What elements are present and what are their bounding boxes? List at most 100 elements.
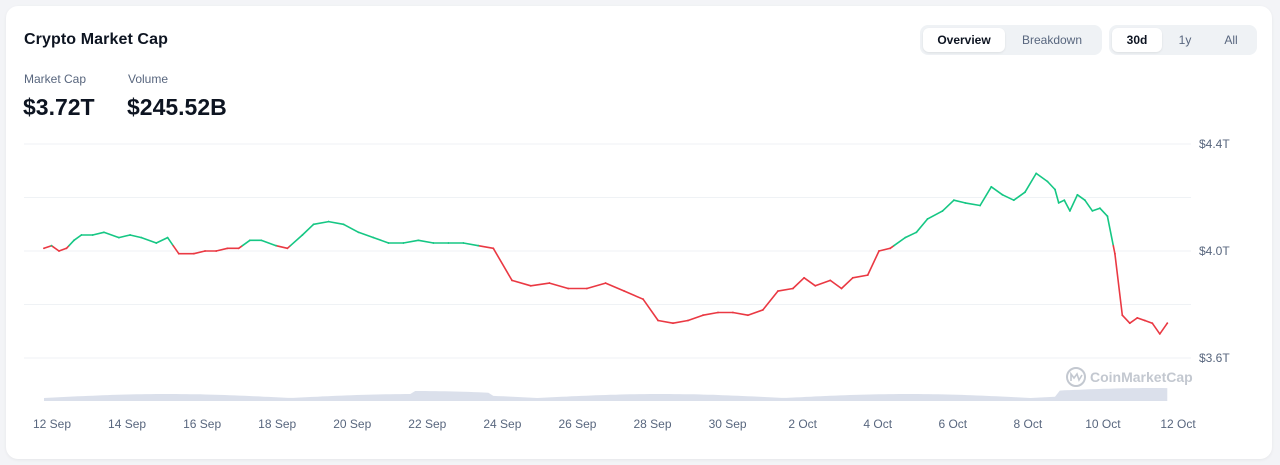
price-line-segment [312,220,330,226]
price-line-segment [402,239,420,244]
price-point [492,247,495,250]
x-tick-label: 14 Sep [108,417,146,431]
price-point [417,239,420,242]
price-point [687,319,689,322]
market-cap-value: $3.72T [23,94,95,120]
market-cap-label: Market Cap [24,72,87,86]
price-line-segment [941,199,955,212]
price-point [118,236,120,239]
price-point [357,231,360,234]
price-point [586,287,588,290]
coinmarketcap-logo-icon [1066,367,1086,387]
x-tick-label: 16 Sep [183,417,221,431]
price-line-segment [926,210,944,220]
price-line-segment [215,247,229,252]
price-line-segment [511,279,532,287]
price-line-segment [275,244,289,250]
price-line-segment [866,250,880,276]
tab-breakdown[interactable]: Breakdown [1021,33,1083,47]
tab-overview[interactable]: Overview [923,28,1005,52]
price-point [73,239,75,242]
x-tick-label: 22 Sep [408,417,446,431]
price-point [964,202,966,204]
price-line-segment [68,239,75,247]
price-point [155,242,158,244]
price-line-segment [73,234,83,242]
price-line-segment [851,274,869,279]
price-point [1046,180,1049,183]
market-cap-chart[interactable]: $4.4T $4.0T $3.6T 12 Sep 14 Sep 16 Sep 18 Sep 2… [6,6,1272,459]
price-line-segment [1046,180,1056,191]
price-point [747,314,749,317]
price-point [402,242,405,244]
price-line-segment [1069,194,1079,212]
price-line-segment [1057,199,1066,204]
y-tick-label: $4.4T [1199,137,1230,151]
price-point [275,244,277,247]
market-cap-card: Crypto Market Cap Market Cap $3.72T Volu… [6,6,1272,459]
range-30d[interactable]: 30d [1112,28,1162,52]
price-point [447,242,450,244]
price-point [672,322,674,325]
price-line-segment [462,242,480,247]
price-point [1106,215,1109,218]
price-line-segment [1076,194,1086,201]
price-line-segment [477,244,495,250]
price-line-segment [118,234,131,239]
price-point [642,298,644,301]
price-point [702,314,704,317]
x-tick-label: 12 Sep [33,417,71,431]
price-line-segment [642,298,659,322]
price-point [1001,193,1004,196]
range-1y[interactable]: 1y [1178,33,1192,47]
price-point [840,287,843,290]
price-line-segment [702,311,719,317]
price-point [717,311,719,314]
price-point [204,250,206,252]
range-toggle: 30d 1y All [1109,25,1257,55]
price-point [1024,191,1026,194]
price-line-segment [417,239,435,244]
price-line-segment [1035,172,1049,183]
price-line-segment [990,186,1004,196]
price-line-segment [762,290,779,311]
price-point [732,311,734,314]
price-point [889,247,892,250]
price-line-segment [915,218,929,234]
price-point [312,223,315,226]
price-point [91,234,94,236]
price-point [1151,322,1154,325]
price-line-segment [687,314,704,322]
price-point [177,252,180,255]
price-line-segment [166,236,174,247]
price-point [1091,210,1094,212]
price-point [462,242,465,244]
price-line-segment [1024,172,1037,193]
price-point [249,239,251,242]
price-point [342,223,345,226]
price-line-segment [289,234,304,247]
price-point [604,282,607,284]
coinmarketcap-watermark: CoinMarketCap [1066,367,1193,387]
price-line-segment [1129,317,1139,325]
price-line-segment [657,319,674,325]
price-line-segment [1099,207,1109,217]
price-point [623,290,626,292]
price-point [1166,322,1169,325]
price-line-segment [327,220,345,226]
price-line-segment [43,244,53,250]
price-line-segment [241,239,251,247]
price-point [226,247,229,250]
price-line-segment [979,186,993,207]
chart-title: Crypto Market Cap [24,31,168,48]
price-line-segment [492,247,513,282]
price-line-segment [747,309,764,317]
range-all[interactable]: All [1224,33,1238,47]
x-tick-label: 30 Sep [709,417,747,431]
price-point [1076,193,1079,196]
price-line-segment [840,276,854,290]
coinmarketcap-logo-mark [1070,371,1083,382]
price-line-segment [829,279,843,290]
price-line-segment [1114,252,1124,317]
price-line-segment [193,250,206,255]
